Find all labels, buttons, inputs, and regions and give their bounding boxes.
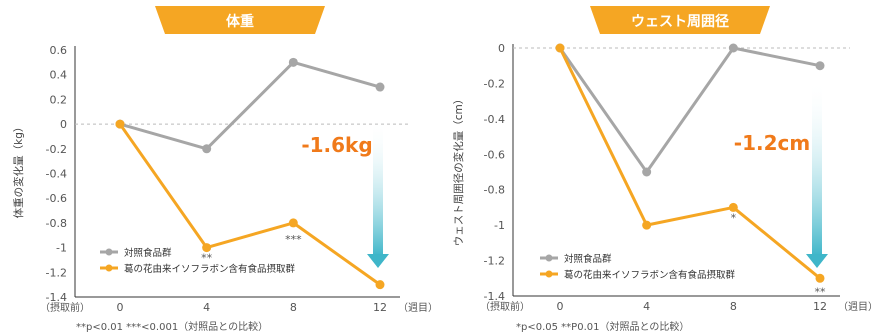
y-tick-label: -0.6 [46, 192, 67, 205]
y-tick-label: -0.8 [46, 217, 67, 230]
x-prefix-label: （摂取前） [480, 300, 530, 313]
chart-title: ウェスト周囲径 [631, 13, 729, 30]
y-tick-label: 0 [60, 118, 67, 131]
data-point [815, 273, 825, 283]
series-line-1 [558, 46, 821, 174]
x-tick-label: 8 [730, 300, 737, 313]
footnote: *p<0.05 **P0.01（対照品との比較） [516, 320, 689, 333]
x-suffix-label: （週目） [398, 302, 438, 314]
change-arrow-head [806, 254, 828, 268]
data-point [288, 218, 298, 228]
data-point [728, 202, 738, 212]
footnote: **p<0.01 ***<0.001（対照品との比較） [76, 320, 268, 333]
chart-1: 体重 0.6 0.4 0.2 0 -0.2 -0.4 -0.6 -0.8 -1 -1.2 -1.4 体重… [12, 6, 438, 333]
change-callout: -1.6kg [301, 133, 372, 157]
data-point [375, 280, 385, 290]
y-axis-label: ウェスト周囲径の変化量（cm） [452, 94, 465, 247]
y-tick-label: -1 [56, 242, 67, 255]
significance-marker: ** [815, 285, 827, 298]
data-point [202, 243, 212, 253]
change-arrow-shaft [373, 120, 383, 256]
legend-marker [105, 248, 113, 256]
chart-title: 体重 [226, 13, 254, 30]
significance-marker: ** [201, 252, 213, 265]
y-tick-label: -1.2 [46, 266, 67, 279]
y-tick-label: 0.2 [50, 93, 68, 106]
change-arrow-shaft [812, 80, 822, 256]
x-tick-label: 4 [203, 301, 210, 314]
x-tick-label: 4 [643, 300, 650, 313]
y-tick-label: 0.4 [50, 69, 68, 82]
series-line-2 [558, 47, 821, 280]
data-point [555, 43, 565, 53]
y-tick-label: -0.4 [46, 168, 67, 181]
change-callout: -1.2cm [734, 131, 810, 155]
y-tick-label: -1 [494, 219, 505, 232]
legend-marker [105, 264, 113, 272]
x-suffix-label: （週目） [838, 301, 872, 313]
y-tick-label: -0.4 [484, 113, 505, 126]
x-tick-label: 12 [813, 300, 827, 313]
legend-marker [545, 254, 553, 262]
change-arrow-head [367, 254, 389, 268]
data-point [375, 82, 385, 92]
significance-marker: *** [285, 233, 302, 246]
y-tick-label: -0.2 [484, 77, 505, 90]
significance-marker: * [731, 211, 737, 224]
title-banner [590, 6, 770, 34]
legend-label: 対照食品群 [124, 247, 172, 259]
x-prefix-label: （摂取前） [40, 301, 90, 314]
x-tick-label: 8 [290, 301, 297, 314]
legend-label: 葛の花由来イソフラボン含有食品摂取群 [124, 263, 296, 275]
series-line-2 [118, 123, 381, 286]
data-point [815, 61, 825, 71]
data-point [202, 144, 212, 154]
legend-label: 葛の花由来イソフラボン含有食品摂取群 [564, 269, 736, 281]
y-tick-label: -0.2 [46, 143, 67, 156]
y-tick-label: 0.6 [50, 44, 68, 57]
legend-label: 対照食品群 [564, 253, 612, 265]
y-tick-label: -1.2 [484, 255, 505, 268]
y-tick-label: -0.6 [484, 148, 505, 161]
y-tick-label: -1.4 [484, 290, 505, 303]
series-line-1 [119, 60, 381, 151]
title-banner [155, 6, 325, 34]
y-tick-label: -1.4 [46, 291, 67, 304]
chart-2: ウェスト周囲径 0 -0.2 -0.4 -0.6 -0.8 -1 -1.2 -1.4 ウェスト周囲… [452, 6, 872, 333]
y-tick-label: -0.8 [484, 184, 505, 197]
legend-marker [545, 270, 553, 278]
data-point [115, 119, 125, 129]
data-point [642, 167, 652, 177]
data-point [288, 57, 298, 67]
data-point [642, 220, 652, 230]
y-tick-label: 0 [498, 42, 505, 55]
x-tick-label: 12 [373, 301, 387, 314]
x-tick-label: 0 [557, 300, 564, 313]
data-point [728, 43, 738, 53]
x-tick-label: 0 [117, 301, 124, 314]
y-axis-label: 体重の変化量（kg） [12, 122, 25, 219]
